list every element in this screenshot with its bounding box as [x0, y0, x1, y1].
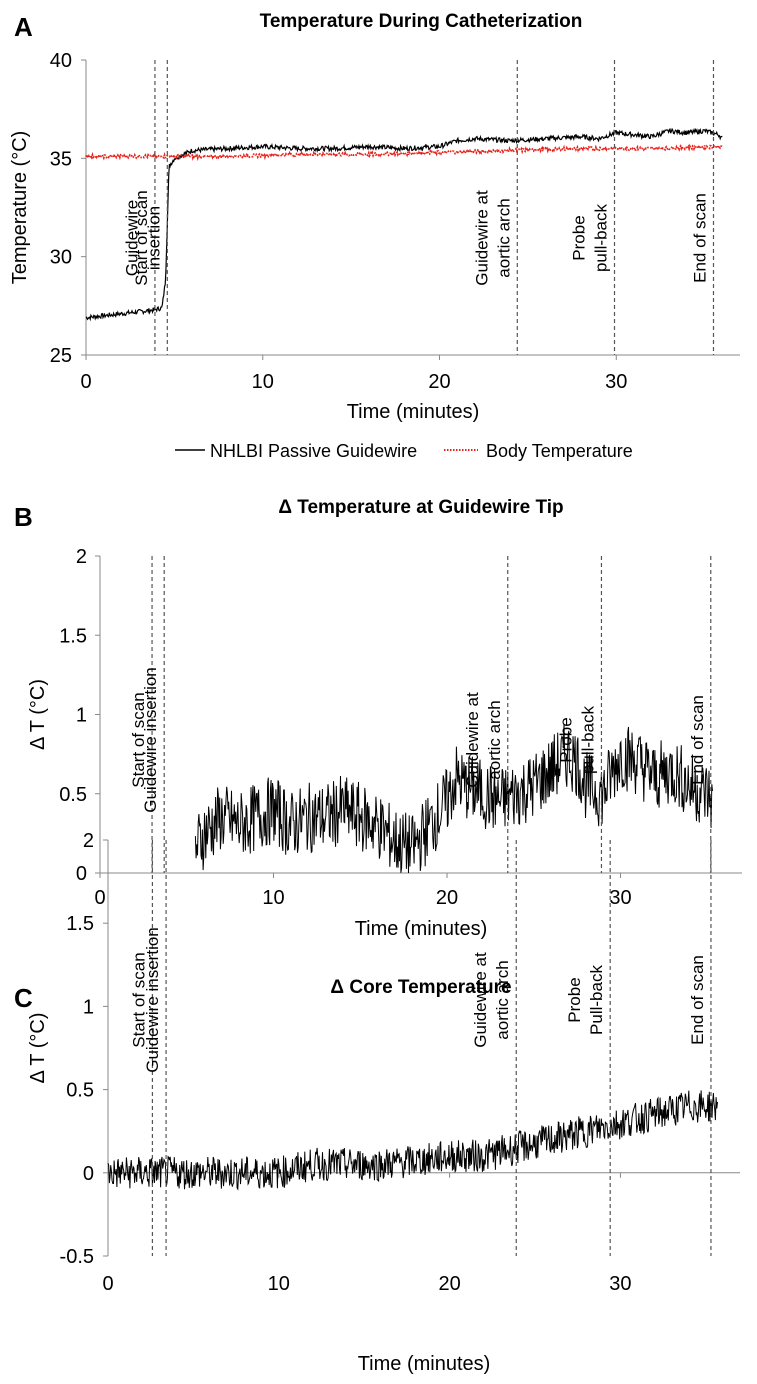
x-tick-label: 30 — [609, 1273, 631, 1295]
y-tick-label: 0 — [76, 863, 87, 885]
series-line--core-temperature — [107, 1090, 718, 1191]
x-tick-label: 20 — [438, 1273, 460, 1295]
legend-label-guidewire: NHLBI Passive Guidewire — [210, 441, 417, 461]
event-label: Pull-back — [587, 965, 606, 1035]
y-tick-label: 0.5 — [66, 1080, 94, 1102]
event-label: Guidewire at — [471, 952, 490, 1048]
y-tick-label: 25 — [50, 345, 72, 367]
y-axis-label: Temperature (°C) — [9, 131, 31, 285]
panel-label: C — [14, 983, 33, 1013]
x-axis-label: Time (minutes) — [355, 918, 488, 940]
series-line--temperature-at-guidewire-tip — [194, 724, 713, 874]
x-tick-label: 10 — [262, 887, 284, 909]
y-tick-label: 1 — [83, 996, 94, 1018]
y-tick-label: 40 — [50, 50, 72, 72]
y-tick-label: 2 — [83, 830, 94, 852]
chart-title: Δ Temperature at Guidewire Tip — [278, 497, 563, 518]
event-label: End of scan — [688, 695, 707, 785]
series-line-nhlbi-passive-guidewire — [85, 127, 723, 322]
x-tick-label: 10 — [268, 1273, 290, 1295]
event-label: aortic arch — [494, 198, 513, 277]
y-tick-label: 1.5 — [59, 625, 87, 647]
event-label: Probe — [565, 977, 584, 1022]
x-tick-label: 0 — [102, 1273, 113, 1295]
event-label: Start of scan — [129, 952, 148, 1047]
chart-title: Temperature During Catheterization — [260, 11, 583, 32]
event-label: Probe — [570, 215, 589, 260]
event-label: aortic arch — [485, 700, 504, 779]
event-label: Probe — [556, 717, 575, 762]
x-tick-label: 30 — [609, 887, 631, 909]
legend-label-body-temperature: Body Temperature — [486, 441, 633, 461]
x-axis-label: Time (minutes) — [347, 401, 480, 423]
event-label: pull-back — [578, 705, 597, 774]
event-label: Guidewire at — [463, 692, 482, 788]
legend: NHLBI Passive Guidewire Body Temperature — [175, 441, 633, 461]
chart-title: Δ Core Temperature — [330, 977, 511, 998]
panel-label: B — [14, 502, 33, 532]
y-tick-label: 1.5 — [66, 913, 94, 935]
y-axis-label: Δ T (°C) — [27, 1013, 49, 1084]
panel-b: B Δ Temperature at Guidewire Tip 0 0.5 1 1.5 2… — [14, 497, 742, 940]
event-label: Start of scan — [132, 190, 151, 285]
panel-a: A Temperature During Catheterization 25 30 3… — [9, 11, 740, 461]
y-tick-label: 2 — [76, 546, 87, 568]
y-tick-label: 0.5 — [59, 784, 87, 806]
event-label: Start of scan — [129, 692, 148, 787]
event-label: Guidewire insertion — [141, 667, 160, 813]
y-axis-label: Δ T (°C) — [27, 679, 49, 750]
x-tick-label: 20 — [436, 887, 458, 909]
event-label: Guidewire insertion — [143, 927, 162, 1073]
series-line-body-temperature — [85, 142, 724, 162]
x-tick-label: 30 — [605, 371, 627, 393]
x-tick-label: 0 — [80, 371, 91, 393]
y-tick-label: 0 — [83, 1163, 94, 1185]
event-label: Guidewire — [122, 200, 141, 277]
x-tick-label: 0 — [94, 887, 105, 909]
x-axis-label: Time (minutes) — [358, 1353, 491, 1375]
event-label: End of scan — [690, 193, 709, 283]
y-tick-label: -0.5 — [60, 1246, 94, 1268]
event-label: Guidewire at — [472, 190, 491, 286]
x-tick-label: 10 — [252, 371, 274, 393]
y-tick-label: 30 — [50, 247, 72, 269]
event-label: pull-back — [592, 203, 611, 272]
event-label: insertion — [144, 206, 163, 270]
x-tick-label: 20 — [428, 371, 450, 393]
event-label: aortic arch — [493, 960, 512, 1039]
event-label: End of scan — [688, 955, 707, 1045]
y-tick-label: 35 — [50, 148, 72, 170]
y-tick-label: 1 — [76, 705, 87, 727]
panel-label: A — [14, 12, 33, 42]
